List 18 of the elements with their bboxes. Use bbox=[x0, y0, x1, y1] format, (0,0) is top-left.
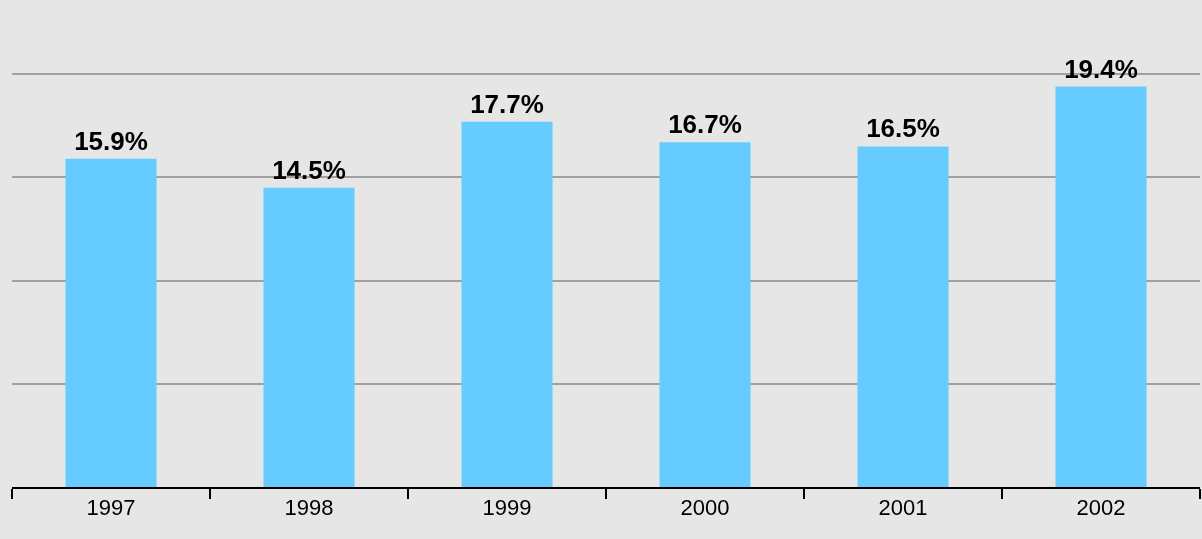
x-tick-label: 2002 bbox=[1076, 495, 1126, 521]
x-tick-label: 1997 bbox=[86, 495, 136, 521]
bar bbox=[263, 187, 355, 487]
bar bbox=[461, 121, 553, 487]
data-label: 17.7% bbox=[470, 88, 544, 119]
data-label: 15.9% bbox=[74, 125, 148, 156]
x-tick-label: 2001 bbox=[878, 495, 928, 521]
bar bbox=[1055, 86, 1147, 487]
x-tick-label: 1999 bbox=[482, 495, 532, 521]
bar bbox=[659, 142, 751, 487]
data-label: 14.5% bbox=[272, 154, 346, 185]
data-label: 16.7% bbox=[668, 109, 742, 140]
x-tick-label: 2000 bbox=[680, 495, 730, 521]
data-label: 16.5% bbox=[866, 113, 940, 144]
x-tick-label: 1998 bbox=[284, 495, 334, 521]
bar bbox=[857, 146, 949, 487]
bar bbox=[65, 158, 157, 487]
data-label: 19.4% bbox=[1064, 53, 1138, 84]
